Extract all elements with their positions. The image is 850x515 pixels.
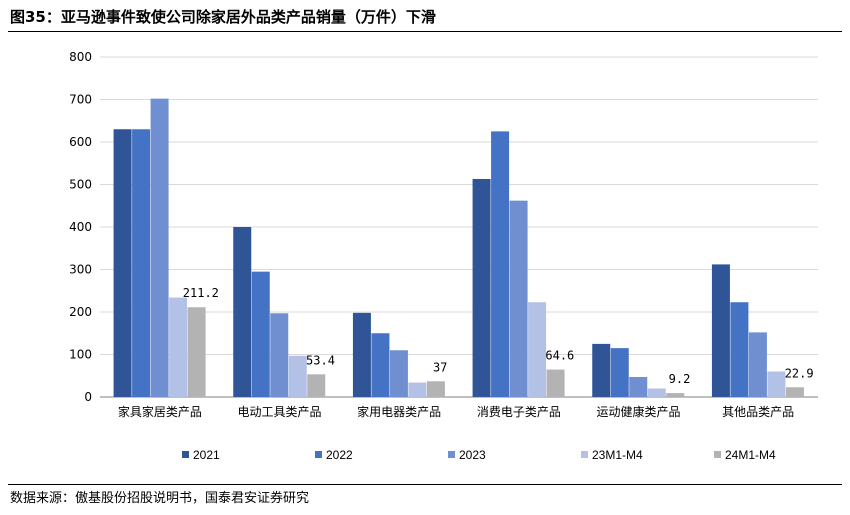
legend-label: 2023 [459,448,486,462]
bar [352,312,371,397]
bar [491,131,510,398]
x-category-label: 其他品类产品 [722,405,794,419]
source-note: 数据来源：傲基股份招股说明书，国泰君安证券研究 [10,491,310,506]
bar [307,374,326,397]
bar [251,271,270,398]
data-label: 53.4 [306,353,335,367]
x-category-label: 家用电器类产品 [357,404,441,419]
bar [371,333,390,397]
y-tick-label: 600 [69,135,92,149]
bar [150,98,169,398]
chart-title: 图35：亚马逊事件致使公司除家居外品类产品销量（万件）下滑 [10,8,436,26]
bar [666,393,685,397]
bar [767,371,786,397]
data-label: 37 [433,360,447,374]
y-tick-label: 200 [69,305,92,319]
bar-chart: 0 100 200 300 400 500 600 700 800 家具家居类产品 电动工具类产品 家… [69,50,818,462]
bar [408,382,427,397]
source-divider [8,484,842,485]
bar [528,302,547,397]
data-label: 9.2 [669,372,691,386]
y-tick-label: 700 [69,93,92,107]
bar [711,264,730,397]
data-label: 64.6 [545,349,574,363]
legend-swatch [714,451,721,458]
x-category-label: 电动工具类产品 [237,405,321,419]
legend-label: 23M1-M4 [592,448,643,462]
bar [169,297,188,397]
title-divider [8,31,842,32]
bar [629,377,648,397]
legend-label: 2022 [326,448,353,462]
y-tick-label: 800 [69,50,92,64]
legend-swatch [315,451,322,458]
bar [270,313,289,397]
bar [288,355,307,397]
bar [187,307,206,397]
bar [233,227,252,397]
bar [546,369,565,397]
y-tick-label: 100 [69,348,92,362]
bar [509,200,528,397]
legend-swatch [581,451,588,458]
x-category-label: 家具家居类产品 [118,404,202,419]
y-tick-label: 300 [69,263,92,277]
bar [610,348,629,398]
legend-swatch [182,451,189,458]
bar [785,387,804,397]
bar [730,302,749,397]
legend-swatch [448,451,455,458]
legend-label: 2021 [193,448,220,462]
bar [132,129,151,397]
data-label: 22.9 [785,366,814,380]
y-tick-label: 400 [69,220,92,234]
bar [647,388,666,397]
bar [113,129,132,397]
y-tick-label: 500 [69,178,92,192]
x-category-label: 运动健康类产品 [596,404,680,419]
bar [389,350,408,397]
y-tick-label: 0 [84,390,92,404]
x-category-label: 消费电子类产品 [477,405,561,419]
legend-label: 24M1-M4 [725,448,776,462]
bar [748,332,767,397]
bar [426,381,445,397]
bar [472,178,491,397]
bar [592,343,611,398]
data-label: 211.2 [183,286,219,300]
